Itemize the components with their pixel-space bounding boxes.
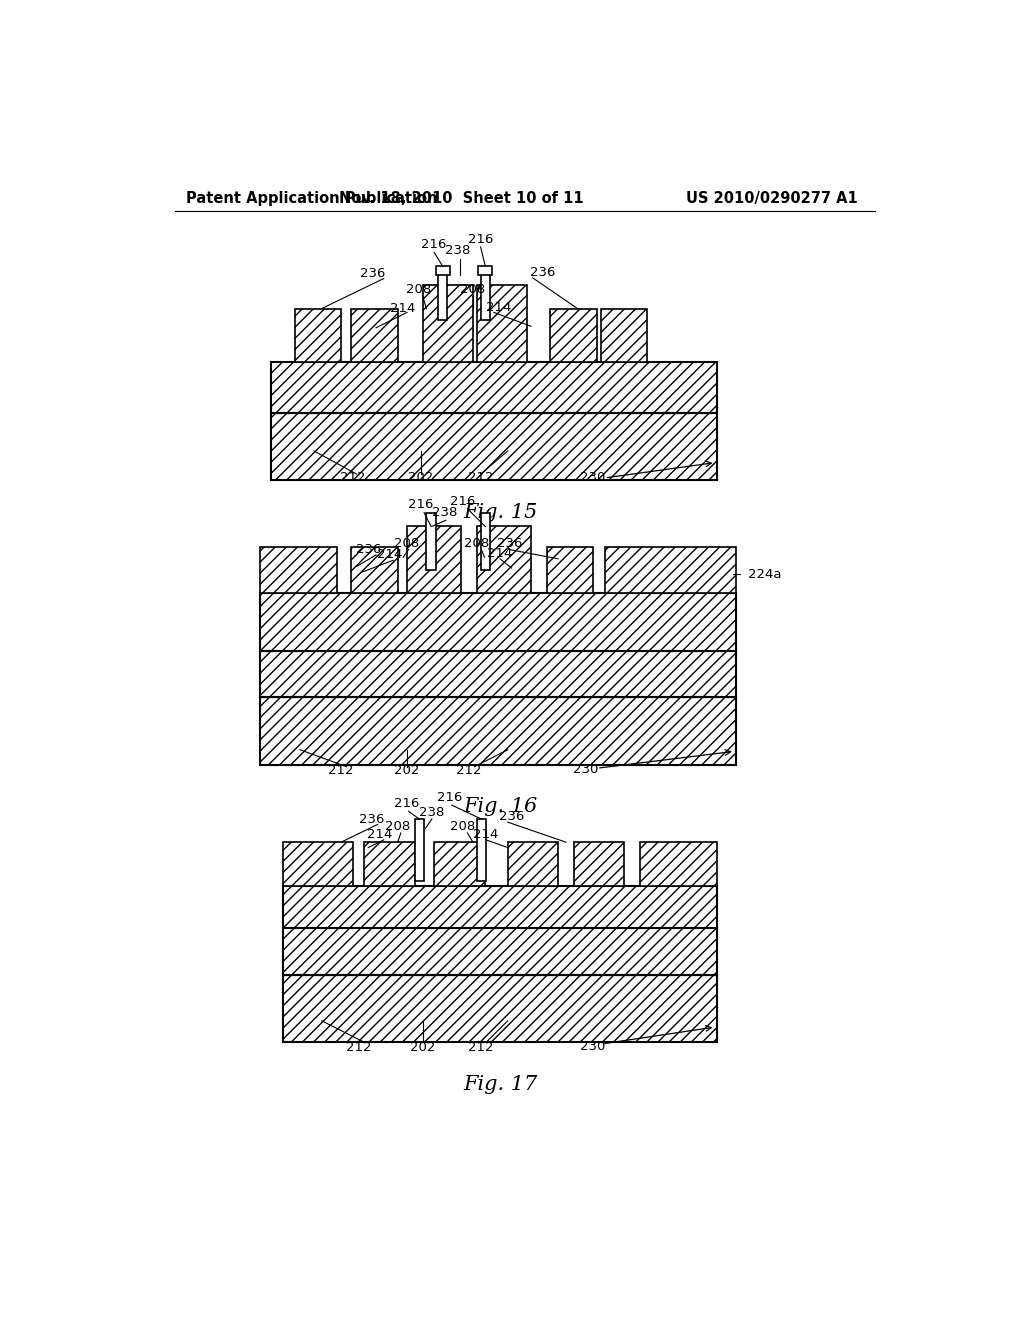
Text: 236: 236 [530,265,555,279]
Text: 208: 208 [464,537,489,550]
Text: 236: 236 [360,268,386,280]
Text: 212: 212 [346,1041,372,1055]
Bar [477,527,531,594]
Text: Fig. 15: Fig. 15 [463,503,538,523]
Bar [478,267,493,276]
Text: 238: 238 [431,506,457,519]
Text: 238: 238 [419,807,444,820]
Text: 238: 238 [444,244,470,257]
Text: 208: 208 [385,820,411,833]
Bar [573,842,624,886]
Text: 212: 212 [457,764,481,777]
Bar [283,886,717,928]
Bar [283,842,352,886]
Bar [550,309,597,363]
Bar [477,285,527,363]
Text: 208: 208 [451,820,475,833]
Bar [477,818,486,880]
Bar [547,548,593,594]
Text: 212: 212 [468,1041,494,1055]
Text: 216: 216 [422,238,446,251]
Text: 212: 212 [340,471,366,484]
Bar [480,275,489,321]
Text: 236: 236 [499,810,524,824]
Text: 214: 214 [487,546,513,560]
Bar [434,842,484,886]
Text: 202: 202 [410,1041,435,1055]
Text: Nov. 18, 2010  Sheet 10 of 11: Nov. 18, 2010 Sheet 10 of 11 [339,191,584,206]
Text: Patent Application Publication: Patent Application Publication [186,191,437,206]
Text: 202: 202 [394,764,420,777]
Bar [438,275,447,321]
Text: 208: 208 [394,537,420,550]
Bar [283,928,717,974]
Bar [508,842,558,886]
Bar [480,512,489,570]
Text: 216: 216 [394,797,420,810]
Bar [435,267,450,276]
Text: 230: 230 [572,763,598,776]
Bar [260,697,736,766]
Bar [260,548,337,594]
Text: 216: 216 [409,499,433,511]
Text: 216: 216 [451,495,475,508]
Text: 216: 216 [468,232,494,246]
Bar [295,309,341,363]
Bar [601,309,647,363]
Bar [260,651,736,697]
Text: 230: 230 [581,471,605,484]
Bar [283,974,717,1043]
Text: Fig. 17: Fig. 17 [463,1074,538,1094]
Text: 216: 216 [437,791,462,804]
Text: 214: 214 [473,828,499,841]
Bar [426,512,435,570]
Text: 214: 214 [377,548,402,561]
Text: US 2010/0290277 A1: US 2010/0290277 A1 [686,191,858,206]
Text: 212: 212 [468,471,494,484]
Text: 202: 202 [409,471,433,484]
Text: 214: 214 [390,302,416,315]
Bar [407,527,461,594]
Bar [351,309,397,363]
Text: 236: 236 [355,543,381,556]
Text: 214: 214 [368,828,392,841]
Bar [604,548,736,594]
Text: 208: 208 [406,282,431,296]
Bar [271,412,717,480]
Bar [351,548,397,594]
Bar [271,363,717,412]
Bar [423,285,473,363]
Bar [640,842,717,886]
Text: 224a: 224a [748,568,781,581]
Text: 214: 214 [485,301,511,314]
Text: 230: 230 [581,1040,605,1053]
Text: 236: 236 [359,813,385,825]
Bar [415,818,424,880]
Bar [365,842,415,886]
Text: Fig. 16: Fig. 16 [463,797,538,817]
Text: 208: 208 [460,282,485,296]
Text: 236: 236 [497,537,522,550]
Bar [260,594,736,651]
Text: 212: 212 [329,764,354,777]
